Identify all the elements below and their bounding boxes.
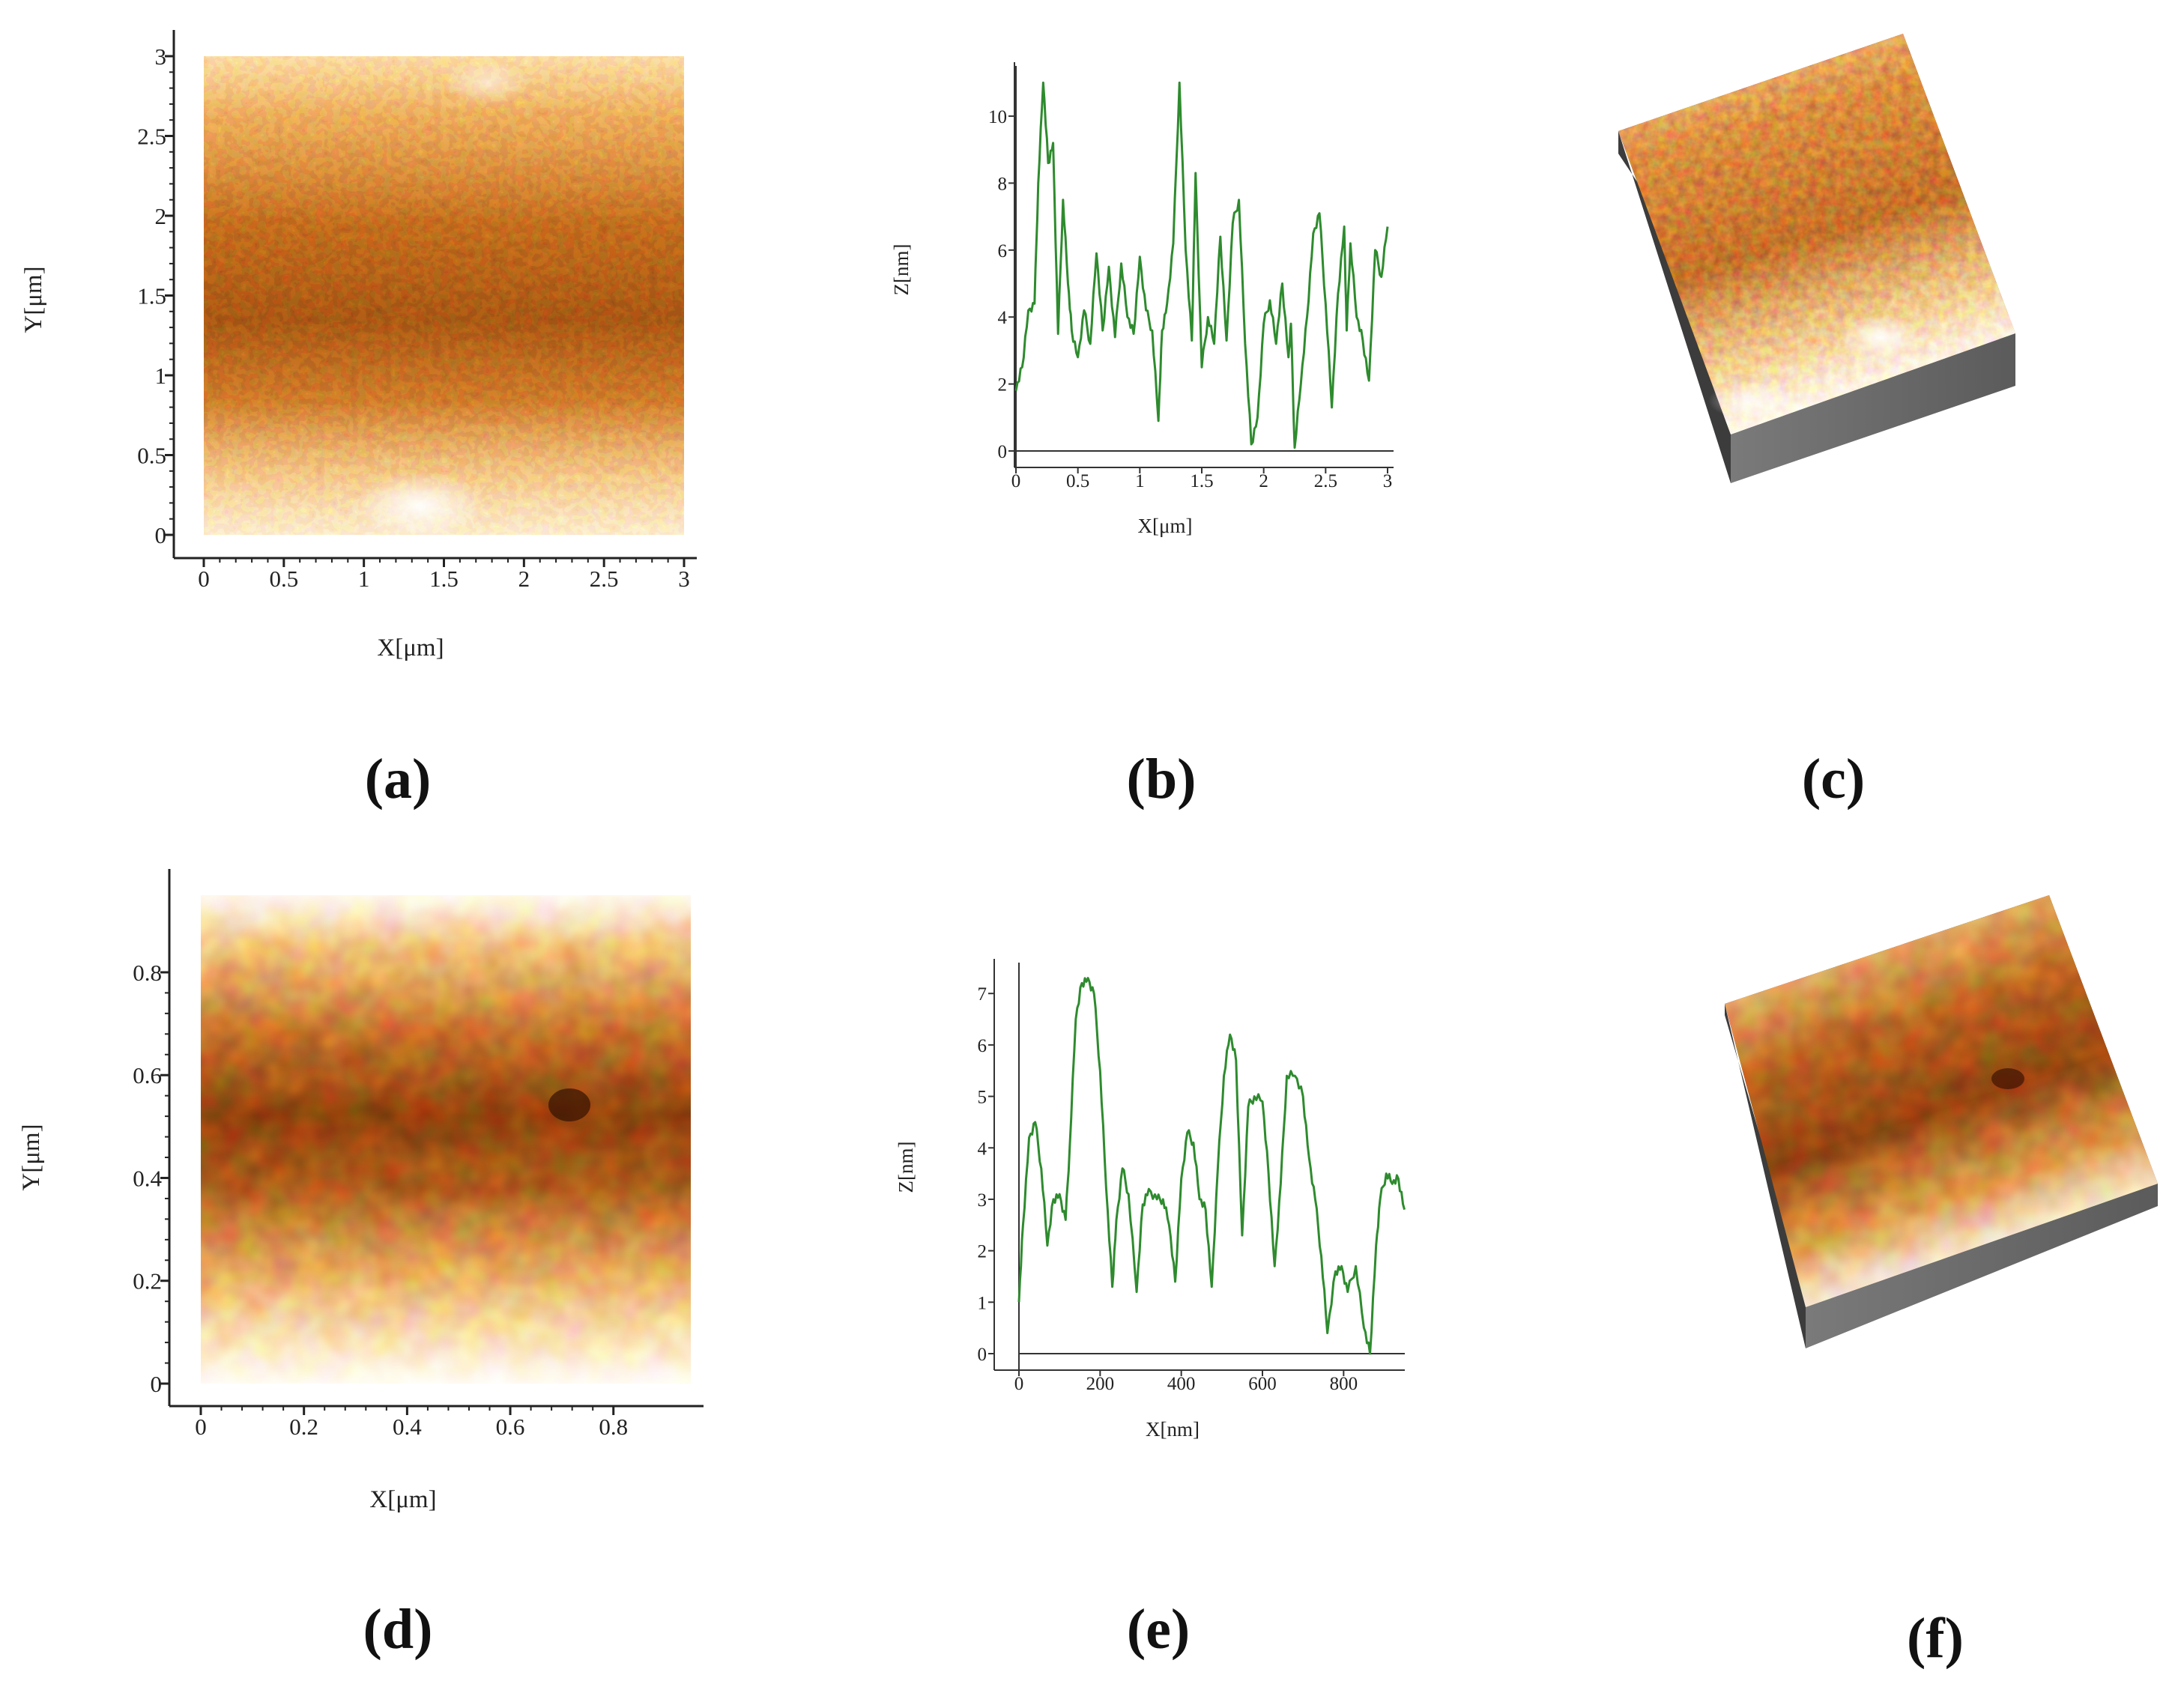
panel-label-b: (b) (1127, 748, 1197, 811)
x-tick-label-e: 400 (1167, 1374, 1196, 1394)
y-tick-label-d: 0.6 (133, 1062, 162, 1088)
x-tick-label-d: 0.2 (289, 1414, 318, 1440)
x-tick-label-d: 0.6 (496, 1414, 525, 1440)
y-axis-title-e: Z[nm] (895, 1142, 917, 1193)
axes-e: 0 200 400 600 800 0 1 2 3 4 5 6 7 X[nm] Z[nm] (895, 959, 1405, 1441)
y-tick-label-a: 1 (155, 363, 167, 389)
y-tick-label-e: 5 (978, 1088, 987, 1108)
panel-label-c: (c) (1802, 748, 1865, 811)
axes-b: 0 0.5 1 1.5 2 2.5 3 0 2 4 6 8 10 X[μm] Z[nm] (890, 62, 1394, 537)
series-b (1014, 81, 1389, 449)
panel-label-d: (d) (363, 1598, 433, 1661)
series-e (1017, 977, 1406, 1355)
x-tick-label-a: 1 (358, 566, 370, 592)
x-axis-title-a: X[μm] (377, 634, 444, 661)
panel-label-a: (a) (365, 748, 432, 811)
y-tick-label-d: 0.2 (133, 1268, 162, 1294)
y-tick-label-b: 8 (998, 174, 1008, 194)
y-tick-label-e: 0 (978, 1345, 987, 1365)
bright-spot-a-top (442, 60, 532, 105)
y-tick-label-b: 2 (998, 375, 1008, 396)
panel-d-afm-2d-map: 0 0.2 0.4 0.6 0.8 0 0.2 0.4 0.6 0.8 X[μm] Y[μm] (18, 869, 704, 1513)
surface-side-left-f (1725, 1004, 1806, 1348)
x-tick-label-b: 2 (1259, 471, 1268, 491)
x-tick-label-a: 1.5 (429, 566, 459, 592)
panel-f-afm-3d-view (1725, 895, 2158, 1348)
y-tick-label-a: 1.5 (137, 283, 166, 309)
x-tick-label-b: 1 (1135, 471, 1145, 491)
x-tick-label-e: 800 (1330, 1374, 1358, 1394)
x-axis-title-e: X[nm] (1146, 1418, 1200, 1441)
y-tick-label-a: 0 (155, 522, 167, 548)
dark-pit-f (1991, 1068, 2024, 1089)
y-tick-label-b: 4 (998, 308, 1008, 328)
surface-top-f (1725, 895, 2158, 1307)
bright-patch-c-2 (1708, 382, 1798, 420)
x-tick-label-a: 0.5 (269, 566, 298, 592)
y-tick-label-b: 0 (998, 442, 1008, 462)
profile-line-e (1017, 977, 1406, 1355)
y-tick-label-e: 3 (978, 1190, 987, 1211)
x-tick-label-b: 0.5 (1066, 471, 1089, 491)
x-tick-label-a: 2 (518, 566, 530, 592)
x-tick-label-a: 2.5 (590, 566, 619, 592)
panel-c-afm-3d-view (1618, 34, 2015, 483)
y-axis-title-d: Y[μm] (18, 1124, 45, 1190)
axes-d: 0 0.2 0.4 0.6 0.8 0 0.2 0.4 0.6 0.8 X[μm] Y[μm] (18, 869, 704, 1513)
x-tick-label-e: 200 (1086, 1374, 1115, 1394)
surface-side-front-f (1806, 1184, 2158, 1348)
surface-side-left-c (1618, 131, 1731, 483)
y-tick-label-e: 7 (978, 984, 987, 1005)
panel-e-height-profile: 0 200 400 600 800 0 1 2 3 4 5 6 7 X[nm] Z[nm] (895, 959, 1406, 1441)
y-tick-label-e: 1 (978, 1293, 987, 1313)
x-tick-label-e: 0 (1014, 1374, 1024, 1394)
panel-label-f: (f) (1907, 1607, 1964, 1670)
x-tick-label-b: 2.5 (1314, 471, 1337, 491)
y-tick-label-b: 10 (988, 107, 1007, 127)
bright-patch-c (1839, 315, 1922, 360)
dark-pit-d (548, 1088, 590, 1121)
y-tick-label-a: 2 (155, 203, 167, 229)
y-axis-title-a: Y[μm] (20, 266, 47, 333)
y-tick-label-a: 0.5 (137, 443, 166, 469)
axes-a: 0 0.5 1 1.5 2 2.5 3 0 0.5 1 1.5 2 2.5 3 X[μm] Y[μm] (20, 30, 697, 661)
y-tick-label-b: 6 (998, 241, 1008, 261)
x-tick-label-b: 3 (1383, 471, 1393, 491)
y-axis-title-b: Z[nm] (890, 244, 913, 296)
panel-b-height-profile: 0 0.5 1 1.5 2 2.5 3 0 2 4 6 8 10 X[μm] Z[nm] (890, 62, 1394, 537)
afm-image-d (201, 895, 691, 1384)
bright-spot-a-bottom (352, 472, 487, 539)
y-tick-label-d: 0.4 (133, 1165, 162, 1191)
afm-image-a (204, 56, 684, 535)
x-tick-label-a: 0 (198, 566, 210, 592)
x-tick-label-d: 0.8 (599, 1414, 628, 1440)
panel-a-afm-2d-map: 0 0.5 1 1.5 2 2.5 3 0 0.5 1 1.5 2 2.5 3 X[μm] Y[μm] (20, 30, 697, 661)
x-axis-title-b: X[μm] (1138, 515, 1193, 537)
panel-label-e: (e) (1127, 1598, 1190, 1661)
x-tick-label-b: 0 (1011, 471, 1021, 491)
y-tick-label-a: 3 (155, 43, 167, 70)
x-tick-label-d: 0 (195, 1414, 207, 1440)
profile-line-b (1014, 81, 1389, 449)
y-tick-label-e: 4 (978, 1139, 987, 1159)
surface-side-front-c (1731, 333, 2015, 483)
y-tick-label-a: 2.5 (137, 124, 166, 150)
y-tick-label-d: 0 (151, 1371, 163, 1397)
x-tick-label-a: 3 (678, 566, 690, 592)
x-tick-label-e: 600 (1248, 1374, 1277, 1394)
x-axis-title-d: X[μm] (369, 1486, 436, 1513)
x-tick-label-b: 1.5 (1190, 471, 1213, 491)
y-tick-label-e: 2 (978, 1242, 987, 1262)
x-tick-label-d: 0.4 (393, 1414, 422, 1440)
y-tick-label-e: 6 (978, 1036, 987, 1056)
y-tick-label-d: 0.8 (133, 960, 162, 986)
